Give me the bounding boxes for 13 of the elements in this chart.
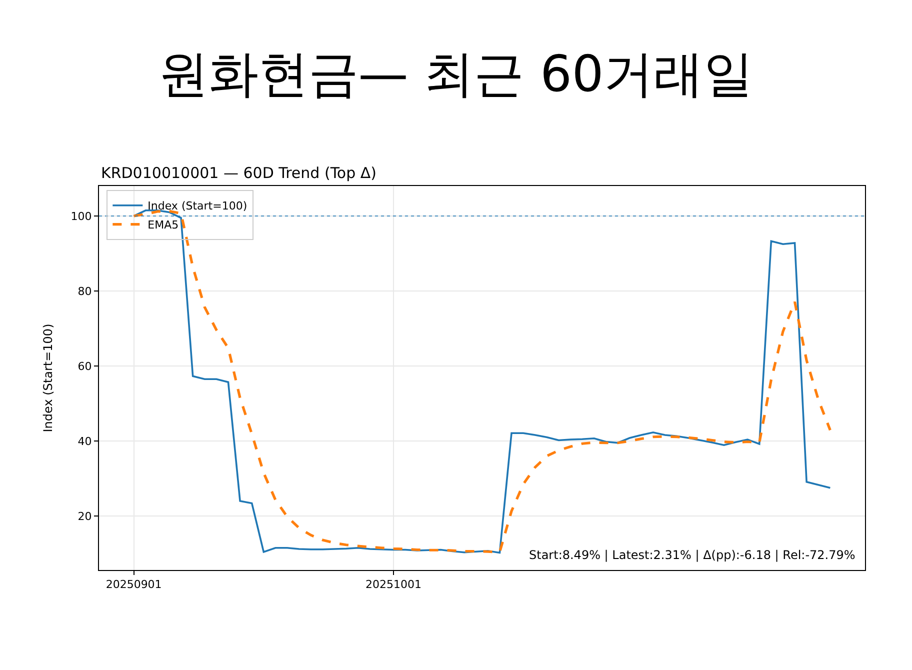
- y-tick-label: 60: [78, 360, 92, 373]
- legend-label: Index (Start=100): [148, 200, 248, 213]
- y-tick-label: 100: [70, 210, 92, 223]
- legend-label: EMA5: [148, 218, 179, 232]
- annotation: Start:8.49% | Latest:2.31% | Δ(pp):-6.18 | Rel:-72.79%: [529, 548, 856, 562]
- x-tick-label: 20251001: [365, 578, 422, 592]
- chart-title: 원화현금— 최근 60거래일: [158, 45, 754, 104]
- x-tick-label: 20250901: [106, 578, 162, 592]
- y-tick-label: 40: [78, 434, 92, 448]
- y-tick-label: 20: [78, 510, 92, 523]
- y-axis-title: Index (Start=100): [41, 324, 56, 432]
- y-tick-label: 80: [78, 284, 92, 298]
- chart-subtitle: KRD010010001 — 60D Trend (Top Δ): [101, 164, 377, 182]
